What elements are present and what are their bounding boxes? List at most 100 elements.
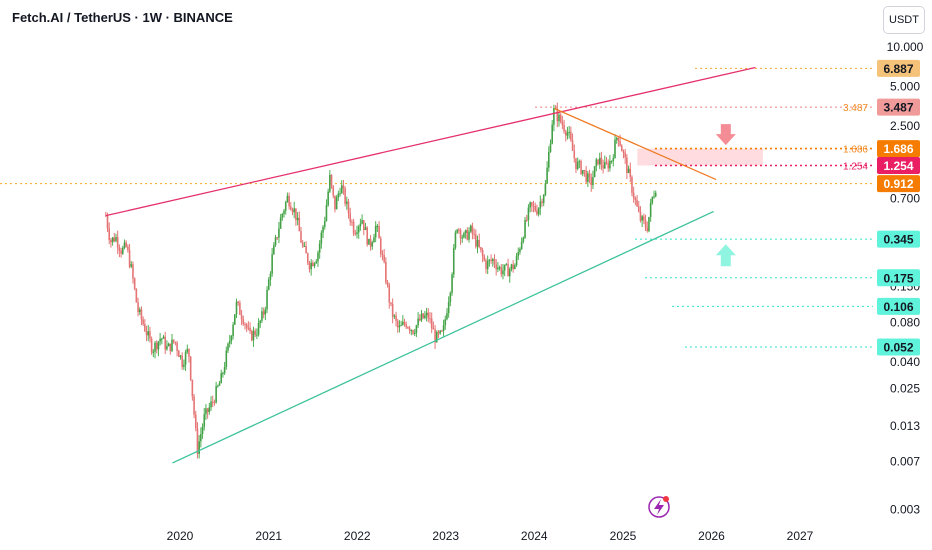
svg-text:0.912: 0.912 xyxy=(883,177,913,191)
candle-body-186 xyxy=(420,313,423,321)
svg-text:0.345: 0.345 xyxy=(883,233,913,247)
candle-body-7 xyxy=(116,237,119,248)
candle-body-246 xyxy=(522,237,525,242)
candle-body-181 xyxy=(412,330,414,334)
candle-body-32 xyxy=(159,338,161,342)
candle-body-104 xyxy=(281,213,284,218)
candle-body-279 xyxy=(578,161,581,163)
currency-selector[interactable]: USDT xyxy=(883,6,925,34)
candle-body-241 xyxy=(514,265,516,269)
candle-body-174 xyxy=(400,324,402,326)
candle-body-192 xyxy=(430,318,433,329)
trendline-lower-channel[interactable] xyxy=(172,210,714,464)
candle-body-236 xyxy=(505,264,508,266)
candle-body-77 xyxy=(235,301,238,315)
candle-body-295 xyxy=(605,162,608,164)
price-level-lines: 3.487 1.686 1.254 xyxy=(0,67,873,348)
candle-body-277 xyxy=(575,158,577,170)
candle-body-87 xyxy=(252,330,255,341)
candle-body-318 xyxy=(644,220,647,228)
candle-body-14 xyxy=(128,250,131,267)
candle-body-142 xyxy=(346,201,348,204)
candle-body-199 xyxy=(442,325,445,332)
candle-body-163 xyxy=(381,254,384,256)
lightning-icon[interactable] xyxy=(648,496,670,518)
level-label-2: 1.686 xyxy=(843,145,868,156)
candle-body-96 xyxy=(267,279,270,290)
candle-body-172 xyxy=(396,320,399,328)
price-badge-5: 0.345 xyxy=(877,230,920,248)
candle-body-13 xyxy=(127,246,129,251)
candle-body-94 xyxy=(264,309,267,315)
candle-body-243 xyxy=(517,252,520,257)
candle-body-82 xyxy=(244,323,246,325)
candle-body-103 xyxy=(279,217,282,229)
candle-body-106 xyxy=(284,202,287,211)
candle-body-228 xyxy=(491,259,494,262)
candle-body-311 xyxy=(632,192,635,198)
candle-body-101 xyxy=(276,237,279,239)
candle-body-49 xyxy=(188,348,190,357)
candle-body-123 xyxy=(313,263,316,267)
candle-body-244 xyxy=(519,248,521,253)
candle-body-269 xyxy=(561,121,564,126)
candle-body-29 xyxy=(154,342,156,352)
candle-body-242 xyxy=(515,256,518,266)
candle-body-34 xyxy=(162,336,165,339)
candle-body-320 xyxy=(648,216,650,232)
candle-body-129 xyxy=(323,220,326,227)
candle-body-150 xyxy=(359,223,362,227)
candle-body-136 xyxy=(335,197,338,210)
candle-body-107 xyxy=(286,195,289,203)
price-badge-2: 1.686 xyxy=(877,140,920,158)
x-axis[interactable]: 2020 2021 2022 2023 2024 2025 2026 2027 xyxy=(167,529,814,543)
candle-body-179 xyxy=(408,327,411,331)
x-tick-label-0: 2020 xyxy=(167,529,194,543)
candle-body-256 xyxy=(539,201,542,209)
x-tick-label-5: 2025 xyxy=(610,529,637,543)
candle-body-98 xyxy=(271,254,273,274)
candle-body-89 xyxy=(256,334,258,336)
candle-body-255 xyxy=(537,208,540,215)
trendline-resistance[interactable] xyxy=(554,108,717,181)
y-tick-label-3: 0.700 xyxy=(890,192,920,206)
candle-body-207 xyxy=(456,229,458,233)
candle-body-201 xyxy=(446,313,448,320)
candle-body-321 xyxy=(649,202,652,217)
candle-body-153 xyxy=(364,227,367,231)
candle-body-20 xyxy=(138,309,141,312)
y-tick-label-9: 0.007 xyxy=(890,454,920,468)
candle-body-284 xyxy=(587,173,589,182)
candle-body-57 xyxy=(201,426,204,434)
candle-body-214 xyxy=(468,231,470,240)
candle-body-200 xyxy=(444,319,447,326)
trendline-upper-channel[interactable] xyxy=(105,66,756,217)
candle-body-148 xyxy=(356,232,358,235)
price-badge-6: 0.175 xyxy=(877,269,920,287)
candle-body-18 xyxy=(135,288,138,303)
candle-body-116 xyxy=(301,242,304,246)
candle-body-183 xyxy=(415,325,418,333)
candle-body-86 xyxy=(250,331,253,341)
candle-body-168 xyxy=(390,302,392,305)
candle-body-204 xyxy=(451,274,453,293)
candle-body-126 xyxy=(318,243,321,253)
candle-body-109 xyxy=(290,206,292,210)
candle-body-58 xyxy=(203,414,206,427)
level-label-1: 3.487 xyxy=(843,103,868,114)
svg-text:0.052: 0.052 xyxy=(883,340,913,354)
candle-body-11 xyxy=(123,242,126,248)
candle-body-130 xyxy=(325,205,328,221)
candle-body-171 xyxy=(395,315,397,321)
candle-body-184 xyxy=(417,318,419,326)
candle-body-45 xyxy=(181,355,183,367)
candle-body-119 xyxy=(306,253,309,263)
y-tick-label-1: 5.000 xyxy=(890,80,920,94)
candle-body-205 xyxy=(452,247,455,275)
candle-body-31 xyxy=(157,341,160,350)
candle-body-286 xyxy=(590,177,593,186)
candle-body-59 xyxy=(205,408,207,415)
candle-body-263 xyxy=(551,124,553,144)
candle-body-254 xyxy=(536,210,538,215)
